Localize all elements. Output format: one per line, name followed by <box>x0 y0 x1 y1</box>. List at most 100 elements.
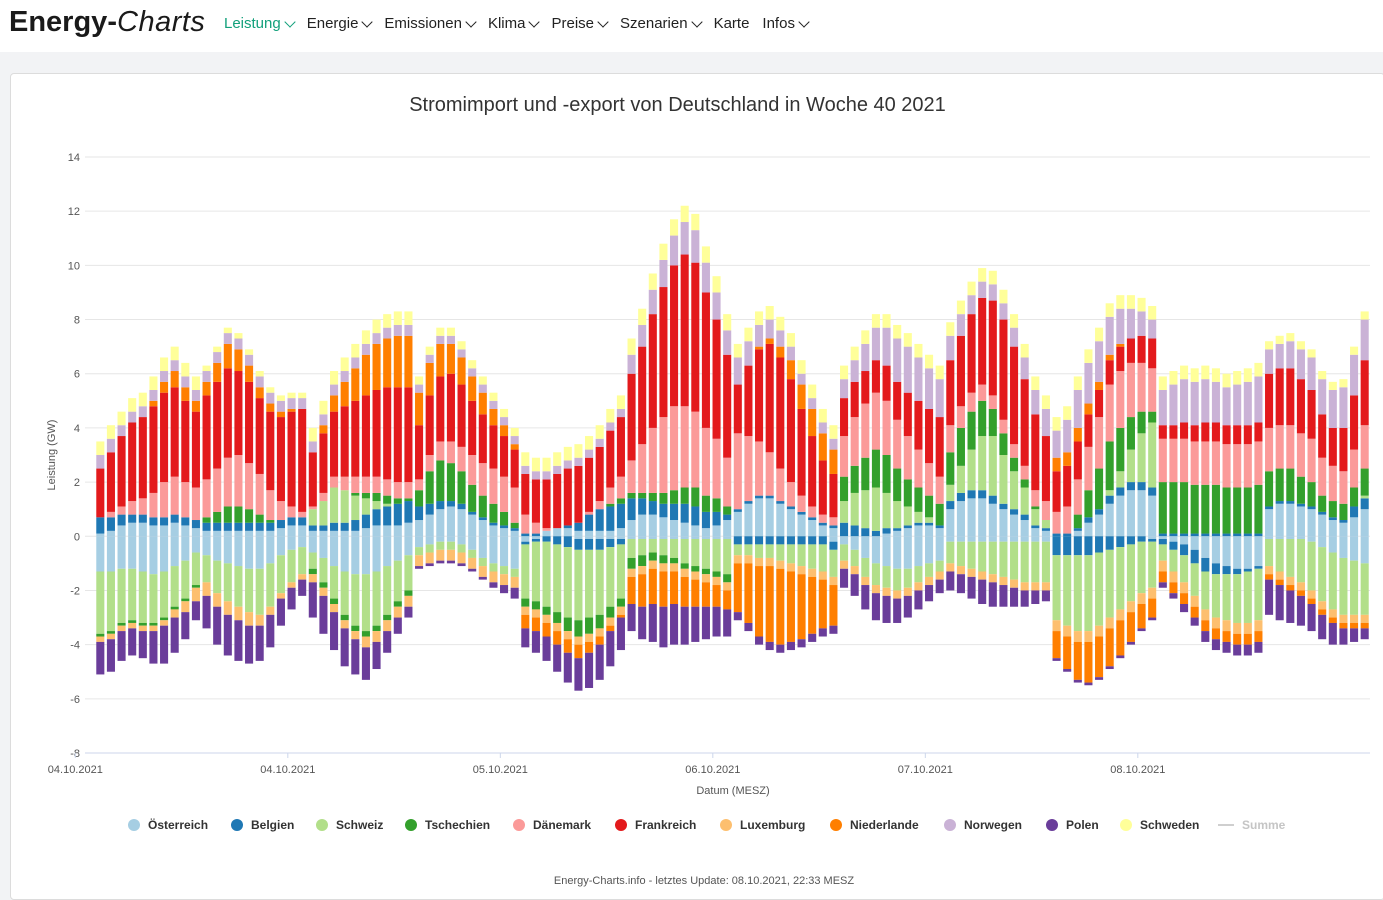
bar-segment <box>191 520 200 529</box>
bar-segment <box>1222 444 1231 488</box>
bar-segment <box>670 538 679 558</box>
bar-segment <box>946 425 955 453</box>
bar-segment <box>383 536 392 567</box>
legend-swatch <box>615 819 627 831</box>
bar-segment <box>372 525 381 537</box>
bar-segment <box>308 574 317 583</box>
bar-segment <box>1073 528 1082 531</box>
bar-segment <box>255 568 264 615</box>
bar-segment <box>1073 631 1082 642</box>
bar-segment <box>255 514 264 523</box>
bar-segment <box>1105 503 1114 537</box>
bar-segment <box>861 371 870 404</box>
nav-item-klima[interactable]: Klima <box>488 15 541 32</box>
bar-segment <box>585 457 594 512</box>
bar-segment <box>96 641 105 675</box>
bar-segment <box>1020 536 1029 542</box>
bar-segment <box>755 636 764 645</box>
bar-segment <box>128 411 137 423</box>
bar-segment <box>1126 417 1135 450</box>
legend-item-tschechien[interactable]: Tschechien <box>405 818 490 832</box>
bar-segment <box>776 560 785 569</box>
bar-segment <box>585 436 594 450</box>
bar-segment <box>404 590 413 596</box>
bar-segment <box>404 606 413 618</box>
legend-item-österreich[interactable]: Österreich <box>128 818 208 832</box>
legend-item-polen[interactable]: Polen <box>1046 818 1099 832</box>
bar-segment <box>1254 422 1263 442</box>
bar-segment <box>1148 617 1157 621</box>
legend-item-norwegen[interactable]: Norwegen <box>944 818 1022 832</box>
bar-segment <box>967 568 976 577</box>
bar-segment <box>903 528 912 537</box>
legend-item-luxemburg[interactable]: Luxemburg <box>720 818 805 832</box>
nav-item-leistung[interactable]: Leistung <box>224 15 296 32</box>
bar-segment <box>1339 520 1348 523</box>
bar-segment <box>1307 598 1316 604</box>
bar-segment <box>521 452 530 466</box>
bar-segment <box>1286 538 1295 577</box>
bar-segment <box>818 514 827 523</box>
bar-segment <box>531 457 540 472</box>
bar-segment <box>786 482 795 507</box>
legend-item-niederlande[interactable]: Niederlande <box>830 818 919 832</box>
bar-segment <box>149 574 158 623</box>
bar-segment <box>850 536 859 550</box>
legend-label: Frankreich <box>635 818 697 832</box>
bar-segment <box>234 371 243 455</box>
bar-segment <box>882 314 891 328</box>
bar-segment <box>627 568 636 577</box>
bar-segment <box>595 549 604 615</box>
bar-segment <box>670 604 679 645</box>
bar-segment <box>691 213 700 231</box>
bar-segment <box>117 425 126 437</box>
bar-segment <box>478 384 487 393</box>
nav-item-infos[interactable]: Infos <box>762 15 810 32</box>
bar-segment <box>691 571 700 580</box>
bar-segment <box>393 525 402 537</box>
nav-item-karte[interactable]: Karte <box>714 15 750 32</box>
bar-segment <box>351 343 360 358</box>
bar-segment <box>712 536 721 539</box>
bar-segment <box>1126 612 1135 642</box>
nav-item-preise[interactable]: Preise <box>551 15 609 32</box>
bar-segment <box>999 541 1008 577</box>
bar-segment <box>1254 566 1263 569</box>
bar-segment <box>925 536 934 564</box>
legend-item-schweiz[interactable]: Schweiz <box>316 818 383 832</box>
bar-segment <box>871 314 880 328</box>
bar-segment <box>627 604 636 632</box>
bar-segment <box>871 392 880 450</box>
legend-item-schweden[interactable]: Schweden <box>1120 818 1199 832</box>
bar-segment <box>680 522 689 537</box>
bar-segment <box>808 384 817 399</box>
bar-segment <box>946 501 955 510</box>
bar-segment <box>531 601 540 610</box>
bar-segment <box>1063 506 1072 534</box>
nav-item-energie[interactable]: Energie <box>307 15 374 32</box>
legend-item-summe[interactable]: Summe <box>1218 818 1285 832</box>
energy-charts-logo[interactable]: Energy-Charts <box>9 6 205 39</box>
bar-segment <box>595 614 604 629</box>
legend-item-dänemark[interactable]: Dänemark <box>513 818 591 832</box>
bar-segment <box>627 576 636 604</box>
bar-segment <box>1010 541 1019 580</box>
bar-segment <box>999 536 1008 542</box>
bar-segment <box>574 658 583 691</box>
legend-item-frankreich[interactable]: Frankreich <box>615 818 696 832</box>
bar-segment <box>1169 438 1178 483</box>
bar-segment <box>1201 571 1210 610</box>
bar-segment <box>1275 468 1284 502</box>
bar-segment <box>765 641 774 651</box>
bar-segment <box>1243 487 1252 534</box>
bar-segment <box>351 368 360 401</box>
nav-item-emissionen[interactable]: Emissionen <box>384 15 477 32</box>
bar-segment <box>659 259 668 288</box>
bar-segment <box>393 606 402 618</box>
bar-segment <box>361 498 370 515</box>
legend-item-belgien[interactable]: Belgien <box>231 818 294 832</box>
bar-segment <box>1084 446 1093 491</box>
nav-item-szenarien[interactable]: Szenarien <box>620 15 703 32</box>
chart-title: Stromimport und -export von Deutschland … <box>409 94 946 116</box>
bar-segment <box>478 376 487 385</box>
